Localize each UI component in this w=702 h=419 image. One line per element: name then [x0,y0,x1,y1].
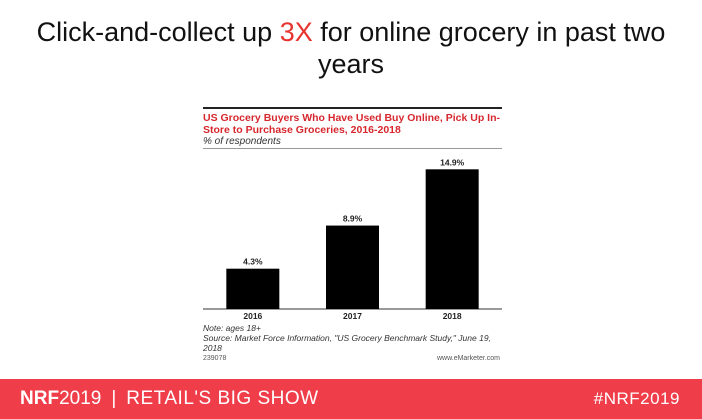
footer-brand: NRF2019 | RETAIL'S BIG SHOW [20,388,319,410]
brand-name: NRF [20,388,60,409]
slide-title-end: for online grocery in past two years [312,17,666,79]
slide-title-accent: 3X [279,17,313,47]
bar-2017 [326,225,379,309]
chart-id: 239078 [203,355,227,362]
footer-tagline: RETAIL'S BIG SHOW [126,388,319,409]
slide-title: Click-and-collect up 3X for online groce… [0,16,702,80]
chart-divider [203,148,502,149]
chart-card: US Grocery Buyers Who Have Used Buy Onli… [203,107,502,369]
bar-chart: 4.3% 2016 8.9% 2017 14.9% 2018 [203,157,502,321]
chart-note-block: Note: ages 18+ Source: Market Force Info… [203,323,502,353]
chart-title: US Grocery Buyers Who Have Used Buy Onli… [203,112,500,136]
footer-hashtag: #NRF2019 [593,389,680,408]
data-label-2016: 4.3% [243,257,263,267]
data-label-2017: 8.9% [343,214,363,224]
x-tick-label-2018: 2018 [443,311,462,321]
x-tick-label-2017: 2017 [343,311,362,321]
chart-source-note: Source: Market Force Information, "US Gr… [203,333,491,353]
chart-note: Note: ages 18+ [203,323,261,333]
data-label-2018: 14.9% [440,157,465,167]
slide-title-start: Click-and-collect up [36,17,280,47]
chart-subtitle: % of respondents [203,136,281,147]
chart-top-rule [203,107,502,109]
brand-year: 2019 [59,388,102,409]
footer-bar: NRF2019 | RETAIL'S BIG SHOW #NRF2019 [0,379,702,419]
x-tick-label-2016: 2016 [243,311,262,321]
footer-separator: | [111,388,117,409]
bar-2018 [425,169,479,309]
publisher-link[interactable]: www.eMarketer.com [436,355,500,362]
bar-2016 [226,268,280,309]
